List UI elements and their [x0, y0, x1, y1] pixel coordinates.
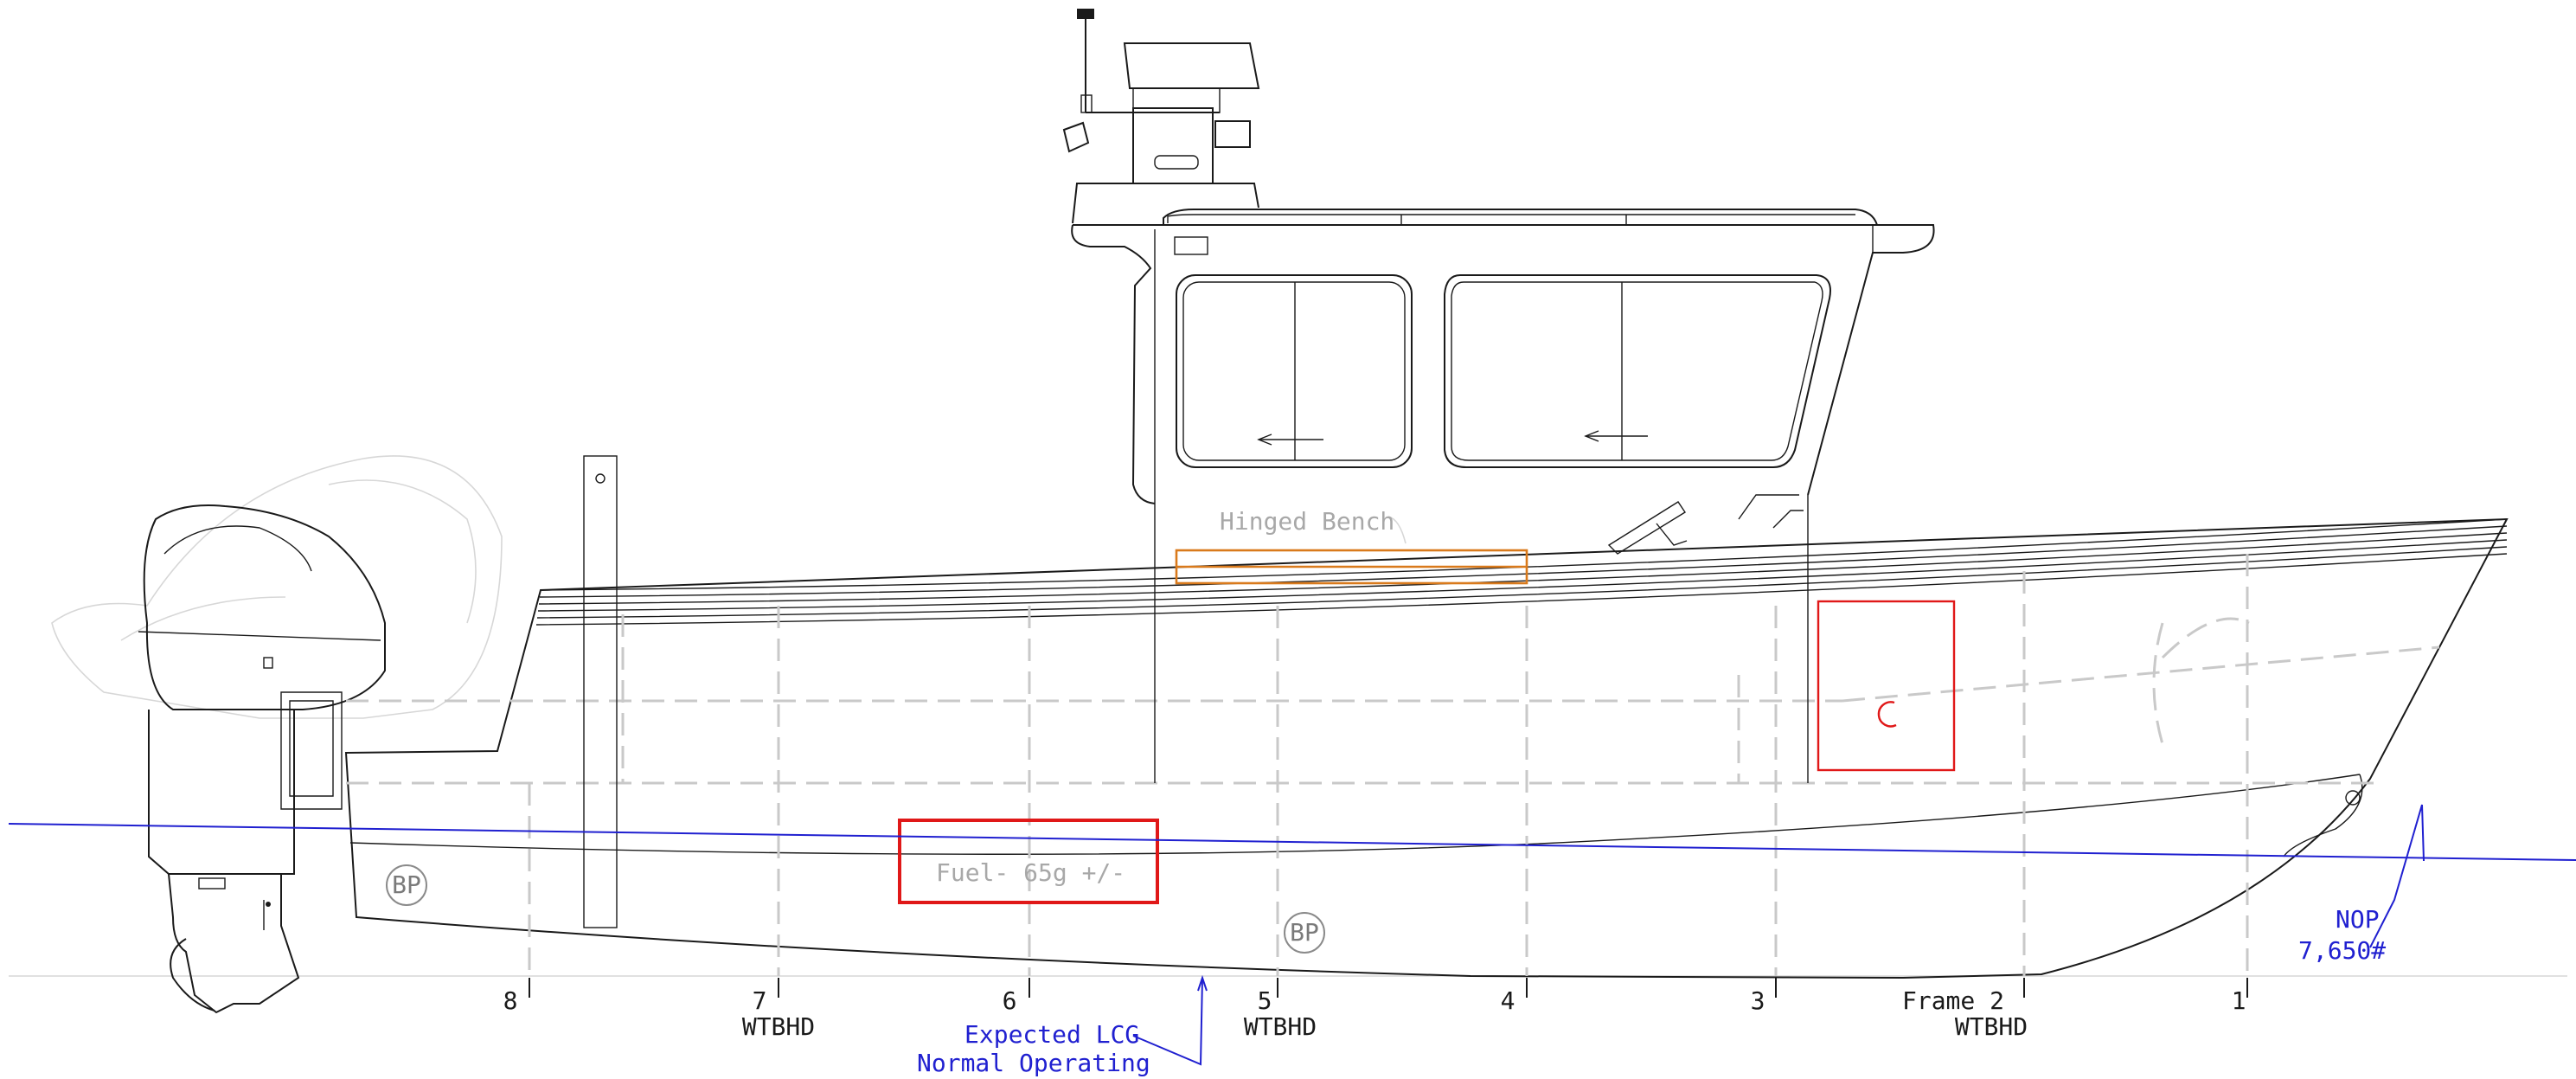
lcg-marker [1132, 974, 1208, 1066]
frame-label-8: 8 [503, 986, 518, 1015]
waterline [8, 823, 2576, 861]
frame-label-2: Frame 2 [1902, 986, 2004, 1015]
hidden-lines [346, 614, 2440, 785]
outboard-motor [138, 504, 386, 1014]
hinged-bench [1175, 516, 1528, 585]
stern-post [583, 455, 618, 928]
wheelhouse [1071, 209, 1935, 783]
frame-label-1: 1 [2232, 986, 2246, 1015]
outboard-tilted-ghost [51, 455, 503, 719]
lcg-label-line2: Normal Operating [917, 1049, 1150, 1077]
bp-marker-fwd: BP [1284, 912, 1325, 954]
bulkhead-label-5: WTBHD [1244, 1012, 1317, 1041]
frame-label-3: 3 [1751, 986, 1765, 1015]
sheer-rubrail [535, 518, 2508, 626]
nop-marker [2369, 804, 2425, 948]
bulkhead-label-7: WTBHD [742, 1012, 815, 1041]
nop-label: NOP [2336, 905, 2380, 934]
frame-label-4: 4 [1501, 986, 1515, 1015]
svg-text:BP: BP [1290, 918, 1319, 947]
lcg-label-line1: Expected LCG [964, 1020, 1139, 1049]
radar-mast [1062, 9, 1260, 224]
frame-station-lines [528, 554, 2249, 976]
bulkhead-label-2: WTBHD [1955, 1012, 2028, 1041]
hatch-box [1817, 600, 1956, 772]
svg-text:BP: BP [392, 870, 421, 899]
frame-ticks [529, 978, 2248, 998]
frame-label-6: 6 [1003, 986, 1017, 1015]
frame-label-5: 5 [1258, 986, 1272, 1015]
nop-weight: 7,650# [2298, 936, 2386, 965]
hinged-bench-label: Hinged Bench [1220, 507, 1394, 536]
bp-marker-aft: BP [386, 864, 427, 906]
frame-label-7: 7 [753, 986, 767, 1015]
fuel-tank [898, 819, 1159, 904]
fuel-tank-label: Fuel- 65g +/- [936, 858, 1125, 887]
hull [344, 517, 2509, 979]
